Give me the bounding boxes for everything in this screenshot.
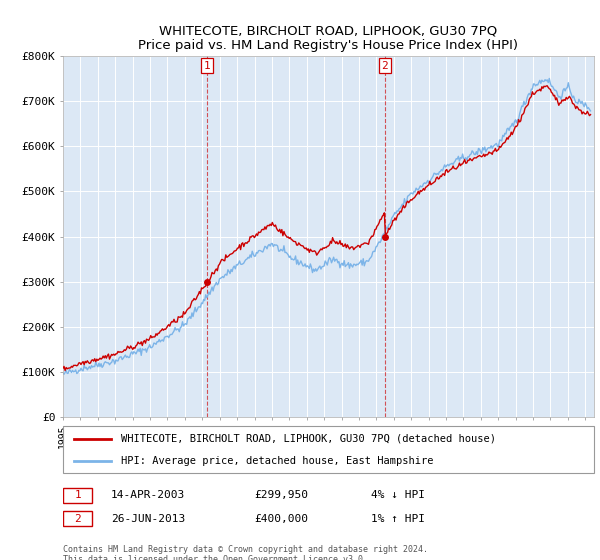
Title: WHITECOTE, BIRCHOLT ROAD, LIPHOOK, GU30 7PQ
Price paid vs. HM Land Registry's Ho: WHITECOTE, BIRCHOLT ROAD, LIPHOOK, GU30 … <box>139 24 518 52</box>
Text: 2: 2 <box>382 60 388 71</box>
Text: 1: 1 <box>204 60 211 71</box>
FancyBboxPatch shape <box>63 488 92 503</box>
FancyBboxPatch shape <box>63 511 92 526</box>
Text: 1% ↑ HPI: 1% ↑ HPI <box>371 514 425 524</box>
Text: 14-APR-2003: 14-APR-2003 <box>111 491 185 500</box>
Text: £299,950: £299,950 <box>254 491 308 500</box>
Text: 26-JUN-2013: 26-JUN-2013 <box>111 514 185 524</box>
Text: 1: 1 <box>74 491 81 500</box>
Text: Contains HM Land Registry data © Crown copyright and database right 2024.
This d: Contains HM Land Registry data © Crown c… <box>63 545 428 560</box>
Text: 4% ↓ HPI: 4% ↓ HPI <box>371 491 425 500</box>
Text: £400,000: £400,000 <box>254 514 308 524</box>
Text: HPI: Average price, detached house, East Hampshire: HPI: Average price, detached house, East… <box>121 456 434 466</box>
FancyBboxPatch shape <box>63 426 594 473</box>
Text: WHITECOTE, BIRCHOLT ROAD, LIPHOOK, GU30 7PQ (detached house): WHITECOTE, BIRCHOLT ROAD, LIPHOOK, GU30 … <box>121 434 496 444</box>
Text: 2: 2 <box>74 514 81 524</box>
